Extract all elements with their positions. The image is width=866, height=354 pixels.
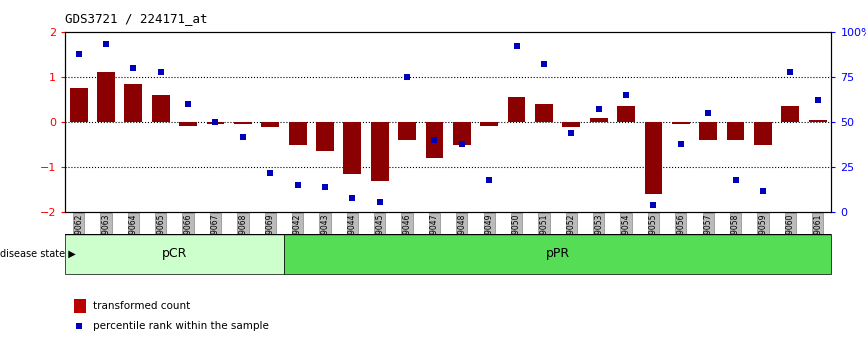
Bar (727, 122, 745, 140)
Bar (590, 118, 608, 122)
Bar (262, 122, 279, 127)
Bar (74, 299, 86, 313)
Point (619, 92, 633, 98)
Point (701, 110, 715, 116)
Point (565, 130, 578, 136)
Text: percentile rank within the sample: percentile rank within the sample (93, 321, 268, 331)
Bar (234, 122, 252, 124)
Bar (699, 122, 717, 140)
Bar (70, 88, 87, 122)
Point (400, 74, 414, 80)
Point (510, 44, 524, 49)
Bar (507, 97, 526, 122)
Point (372, 199, 386, 204)
Point (537, 62, 551, 67)
Text: GDS3721 / 224171_at: GDS3721 / 224171_at (65, 12, 208, 25)
Bar (284, 234, 831, 274)
Bar (125, 84, 142, 122)
Point (99, 42, 113, 47)
Text: disease state ▶: disease state ▶ (0, 249, 75, 259)
Point (811, 98, 824, 103)
Bar (453, 122, 471, 145)
Point (674, 141, 688, 147)
Bar (152, 95, 170, 122)
Bar (344, 122, 361, 174)
Point (72, 51, 86, 56)
Bar (97, 73, 115, 122)
Bar (644, 122, 662, 194)
Point (209, 119, 223, 125)
Point (647, 202, 661, 208)
Text: transformed count: transformed count (93, 301, 190, 311)
Point (236, 134, 249, 139)
Bar (617, 106, 635, 122)
Bar (398, 122, 416, 140)
Point (455, 141, 469, 147)
Point (291, 183, 305, 188)
Bar (481, 122, 498, 126)
Point (263, 170, 277, 176)
Bar (535, 104, 553, 122)
Bar (425, 122, 443, 158)
Bar (65, 234, 284, 274)
Point (73, 324, 87, 329)
Point (482, 177, 496, 183)
Point (591, 107, 605, 112)
Point (346, 195, 359, 201)
Bar (562, 122, 580, 127)
Point (126, 65, 140, 71)
Bar (371, 122, 389, 181)
Bar (754, 122, 772, 145)
Bar (781, 106, 799, 122)
Bar (179, 122, 197, 126)
Point (154, 69, 168, 74)
Text: pPR: pPR (546, 247, 570, 261)
Bar (672, 122, 689, 124)
Bar (207, 122, 224, 124)
Point (756, 188, 770, 194)
Point (784, 69, 798, 74)
Point (728, 177, 742, 183)
Point (428, 137, 442, 143)
Point (318, 184, 332, 190)
Point (181, 101, 195, 107)
Bar (316, 122, 334, 152)
Text: pCR: pCR (162, 247, 187, 261)
Bar (809, 120, 826, 122)
Bar (288, 122, 307, 145)
